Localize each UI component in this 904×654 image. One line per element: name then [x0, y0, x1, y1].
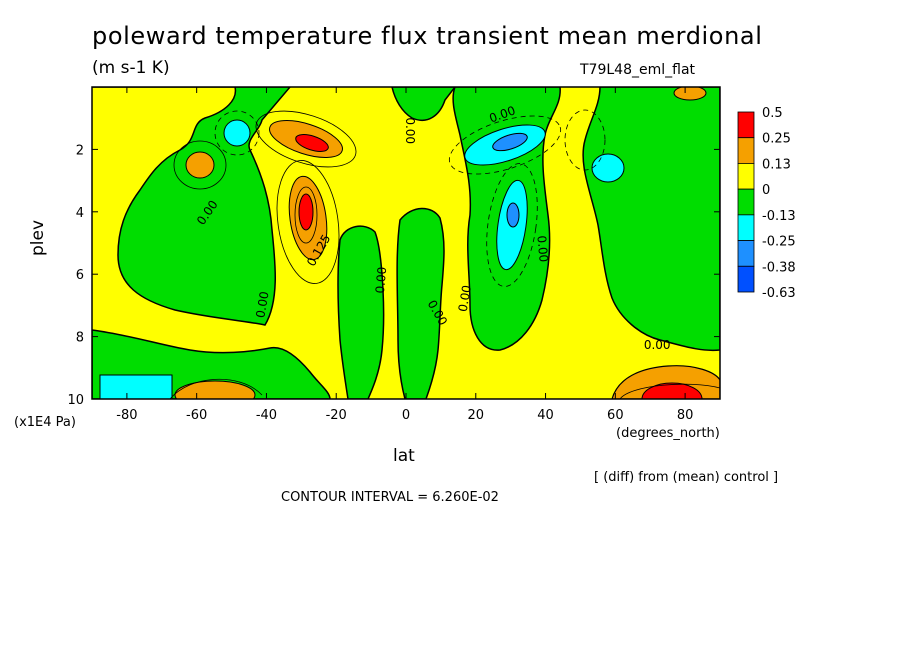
x-tick-label: -80: [116, 408, 137, 423]
pos-max-sh-subpolar: [185, 151, 215, 179]
colorbar-level-label: -0.25: [762, 235, 796, 250]
colorbar: 0.5 0.25 0.13 0 -0.13 -0.25 -0.38 -0.63: [737, 106, 796, 301]
y-tick-label: 6: [76, 268, 84, 283]
x-tick-label: 60: [607, 408, 624, 423]
pos-core-nh-surface: [641, 382, 703, 399]
y-axis-unit: (x1E4 Pa): [14, 415, 76, 430]
x-tick-label: 20: [468, 408, 485, 423]
x-tick-label: 80: [677, 408, 694, 423]
neg-min-nh-subpolar: [591, 153, 625, 183]
neg-region-sh-polar: [92, 87, 291, 326]
y-tick-label: 2: [76, 143, 84, 158]
run-label: T79L48_eml_flat: [580, 62, 696, 78]
diff-note: [ (diff) from (mean) control ]: [594, 470, 779, 485]
contour-label: 0.00: [534, 235, 550, 263]
colorbar-level-label: -0.63: [762, 286, 796, 301]
neg-region-equatorial: [391, 87, 456, 121]
colorbar-swatch: [737, 137, 755, 164]
y-tick-label: 8: [76, 331, 84, 346]
colorbar-swatch: [737, 240, 755, 267]
colorbar-swatch: [737, 265, 755, 293]
colorbar-swatch: [737, 188, 755, 216]
x-tick-label: -60: [186, 408, 207, 423]
x-tick-label: -20: [326, 408, 347, 423]
neg-min-sh-cap: [223, 119, 251, 147]
pos-max-sh-surface: [174, 380, 256, 399]
neg-region-nh-polar: [582, 87, 720, 352]
contour-label: 0.00: [373, 266, 389, 294]
neg-region-midlat-col: [337, 225, 385, 399]
contour-label: 0.00: [644, 338, 671, 352]
y-tick-label: 10: [67, 393, 84, 408]
neg-core-nh-upper: [492, 132, 528, 152]
contour-lines: [169, 109, 720, 399]
colorbar-level-label: 0.25: [762, 132, 791, 147]
x-axis-label: lat: [393, 446, 415, 466]
chart-title: poleward temperature flux transient mean…: [92, 22, 763, 50]
pos-core-sh-upper: [295, 134, 329, 152]
x-axis-unit: (degrees_north): [616, 426, 720, 441]
neg-region-tropical-col: [396, 207, 445, 399]
colorbar-swatch: [737, 111, 755, 139]
contour-label: 0.00: [253, 290, 271, 319]
neg-min-sh-surface: [99, 374, 173, 399]
colorbar-level-label: -0.38: [762, 260, 796, 275]
colorbar-level-label: -0.13: [762, 209, 796, 224]
colorbar-level-label: 0.13: [762, 157, 791, 172]
neg-core-nh-mid: [506, 202, 520, 228]
pos-max-nh-top: [673, 87, 707, 101]
axis-ticks: -80 -60 -40 -20 0 20 40 60 80 2 4 6 8 10: [67, 87, 720, 423]
pos-core-sh-mid: [298, 193, 314, 231]
colorbar-swatch: [737, 163, 755, 190]
contour-label: 0.00: [456, 284, 474, 313]
contour-interval: CONTOUR INTERVAL = 6.260E-02: [281, 490, 499, 505]
plot-field: [92, 87, 720, 399]
x-tick-label: -40: [256, 408, 277, 423]
colorbar-level-label: 0.5: [762, 106, 783, 121]
colorbar-level-label: 0: [762, 183, 770, 198]
contour-label: 0.00: [403, 117, 417, 144]
colorbar-swatch: [737, 214, 755, 241]
x-tick-label: 0: [402, 408, 410, 423]
y-tick-label: 4: [76, 206, 84, 221]
chart-units: (m s-1 K): [92, 58, 170, 78]
x-tick-label: 40: [537, 408, 554, 423]
